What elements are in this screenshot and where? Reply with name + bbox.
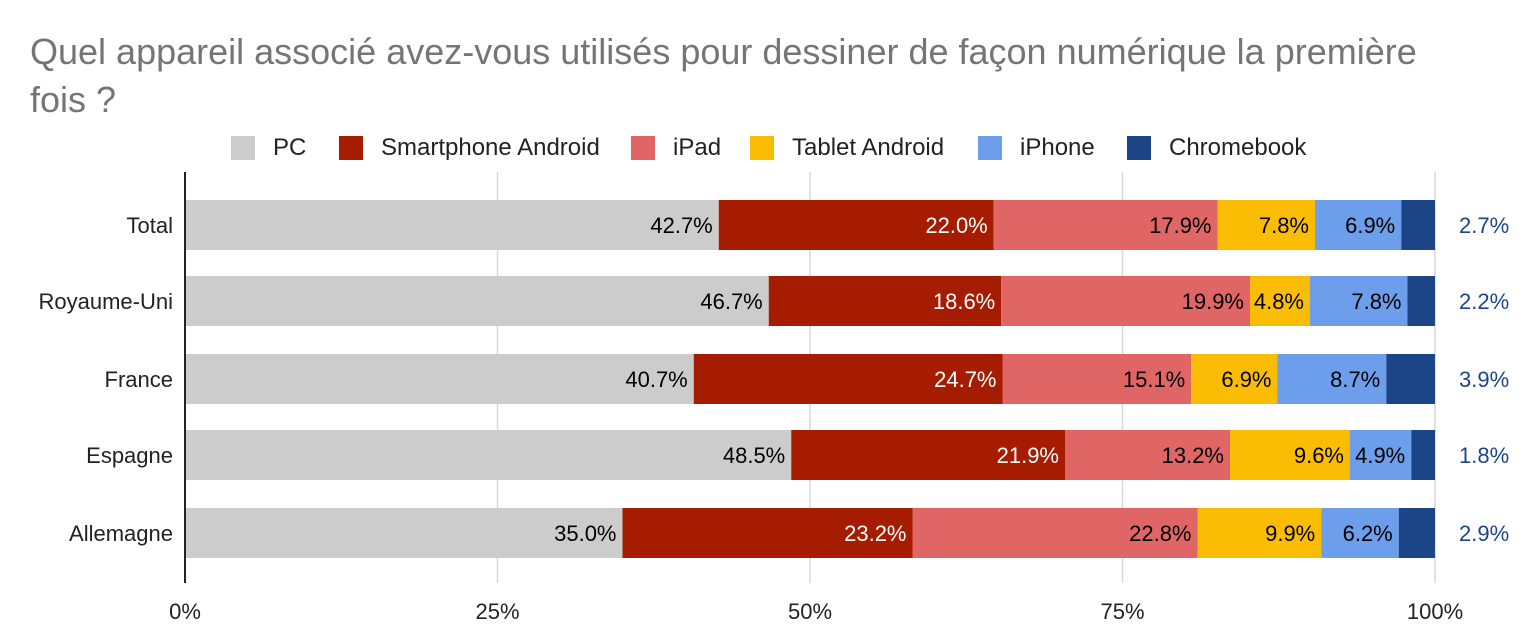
x-tick-label: 0% (169, 599, 201, 624)
legend-item: Chromebook (1127, 134, 1307, 161)
category-label: France (105, 367, 173, 392)
bar-segment (993, 200, 1218, 250)
bar-segment (1407, 276, 1435, 326)
data-label: 6.9% (1221, 367, 1271, 392)
data-label: 22.0% (925, 213, 987, 238)
data-label: 42.7% (650, 213, 712, 238)
legend-label: Tablet Android (792, 134, 945, 161)
data-label: 6.9% (1345, 213, 1395, 238)
bar-segment (1217, 200, 1315, 250)
chart-title: Quel appareil associé avez-vous utilisés… (30, 31, 1417, 120)
data-label: 4.8% (1254, 289, 1304, 314)
bar-segment (1411, 430, 1435, 480)
bar-segment (1398, 508, 1435, 558)
bar-segment (1001, 276, 1250, 326)
data-label: 19.9% (1182, 289, 1244, 314)
bar-segment (1002, 354, 1192, 404)
x-tick-label: 100% (1407, 599, 1463, 624)
bar-segment (1277, 354, 1387, 404)
category-label: Royaume-Uni (39, 289, 174, 314)
bar-segment (1386, 354, 1435, 404)
legend-item: iPhone (978, 134, 1095, 161)
data-label: 8.7% (1330, 367, 1380, 392)
data-label: 23.2% (844, 521, 906, 546)
bar-segment (1321, 508, 1399, 558)
data-label: 21.9% (997, 443, 1059, 468)
legend-item: PC (231, 134, 307, 161)
data-label: 48.5% (723, 443, 785, 468)
data-label: 9.9% (1265, 521, 1315, 546)
data-label: 3.9% (1459, 367, 1509, 392)
bar-segment (1315, 200, 1402, 250)
x-tick-label: 25% (475, 599, 519, 624)
legend-swatch (978, 136, 1002, 160)
data-label: 17.9% (1149, 213, 1211, 238)
legend: PC Smartphone Android iPad Tablet Android iP… (0, 130, 1526, 166)
bar-segment (1191, 354, 1278, 404)
data-label: 13.2% (1162, 443, 1224, 468)
bar-segment (718, 200, 994, 250)
category-label: Allemagne (69, 521, 173, 546)
data-label: 2.7% (1459, 213, 1509, 238)
data-label: 4.9% (1355, 443, 1405, 468)
data-label: 22.8% (1129, 521, 1191, 546)
bar-segment (768, 276, 1002, 326)
bar-segment (1065, 430, 1230, 480)
bar-segment (1310, 276, 1408, 326)
x-tick-label: 75% (1100, 599, 1144, 624)
bar-segment (185, 276, 769, 326)
legend-swatch (1127, 136, 1151, 160)
data-label: 7.8% (1259, 213, 1309, 238)
legend-label: Smartphone Android (381, 134, 600, 161)
legend-swatch (750, 136, 774, 160)
data-label: 6.2% (1343, 521, 1393, 546)
bar-segment (185, 430, 792, 480)
data-label: 46.7% (700, 289, 762, 314)
category-label: Espagne (86, 443, 173, 468)
bar-segment (1230, 430, 1350, 480)
bar-segment (791, 430, 1065, 480)
x-tick-label: 50% (788, 599, 832, 624)
data-label: 40.7% (625, 367, 687, 392)
bar-segment (1197, 508, 1322, 558)
bar-segment (622, 508, 913, 558)
legend-swatch (339, 136, 363, 160)
bar-segment (185, 354, 694, 404)
category-label: Total (127, 213, 173, 238)
data-label: 2.2% (1459, 289, 1509, 314)
data-label: 15.1% (1123, 367, 1185, 392)
bar-segment (1350, 430, 1412, 480)
data-label: 9.6% (1294, 443, 1344, 468)
data-label: 1.8% (1459, 443, 1509, 468)
bar-segment (1250, 276, 1310, 326)
legend-label: iPhone (1020, 134, 1095, 161)
data-label: 2.9% (1459, 521, 1509, 546)
data-label: 18.6% (933, 289, 995, 314)
bar-segment (912, 508, 1198, 558)
data-label: 35.0% (554, 521, 616, 546)
legend-item: Smartphone Android (339, 134, 600, 161)
legend-item: Tablet Android (750, 134, 945, 161)
legend-item: iPad (631, 134, 722, 161)
bar-segment (1401, 200, 1435, 250)
bar-segment (185, 200, 719, 250)
legend-swatch (631, 136, 655, 160)
bar-segment (693, 354, 1003, 404)
data-label: 7.8% (1351, 289, 1401, 314)
legend-label: PC (273, 134, 307, 161)
legend-label: Chromebook (1169, 134, 1307, 161)
legend-label: iPad (673, 134, 722, 161)
bar-segment (185, 508, 623, 558)
data-label: 24.7% (934, 367, 996, 392)
legend-swatch (231, 136, 255, 160)
